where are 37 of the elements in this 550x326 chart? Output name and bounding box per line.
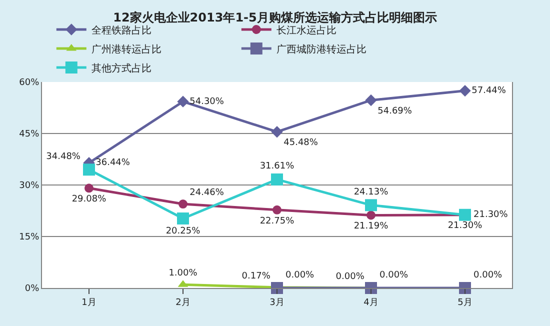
data-label: 34.48% [46, 152, 81, 162]
x-tick-label: 5月 [458, 298, 472, 308]
x-tick-label: 3月 [270, 298, 284, 308]
data-label: 0.00% [286, 270, 315, 280]
legend-label: 其他方式占比 [91, 62, 152, 74]
legend-label: 全程铁路占比 [91, 24, 152, 36]
data-label: 31.61% [260, 162, 295, 172]
y-tick-label: 45% [19, 130, 40, 140]
y-tick-label: 0% [24, 284, 40, 294]
y-tick-label: 60% [19, 78, 40, 88]
data-label: 0.00% [336, 272, 365, 282]
data-label: 29.08% [72, 194, 107, 205]
x-tick-label: 4月 [364, 298, 378, 308]
legend-label: 广西城防港转运占比 [276, 43, 366, 56]
data-label: 57.44% [472, 86, 506, 96]
y-tick-label: 30% [19, 181, 40, 192]
chart-title: 12家火电企业2013年1-5月购煤所选运输方式占比明细图示 [113, 10, 437, 24]
y-tick-label: 15% [19, 232, 40, 243]
data-label: 0.00% [474, 270, 503, 280]
legend-label: 广州港转运占比 [91, 43, 162, 56]
data-label: 21.30% [474, 210, 508, 220]
data-label: 1.00% [168, 268, 198, 279]
data-label: 24.13% [354, 187, 389, 198]
data-label: 0.00% [380, 270, 409, 280]
data-label: 54.69% [378, 106, 412, 117]
data-label: 54.30% [190, 96, 224, 107]
data-label: 24.46% [190, 188, 224, 198]
data-label: 21.19% [354, 222, 389, 232]
data-label: 21.30% [448, 221, 483, 232]
data-label: 20.25% [166, 226, 201, 237]
data-label: 0.17% [242, 272, 271, 282]
legend-label: 长江水运占比 [276, 24, 336, 36]
x-tick-label: 2月 [176, 298, 190, 308]
data-label: 36.44% [96, 158, 130, 168]
x-tick-label: 1月 [82, 298, 96, 308]
data-label: 45.48% [284, 138, 318, 148]
data-label: 22.75% [260, 216, 295, 226]
